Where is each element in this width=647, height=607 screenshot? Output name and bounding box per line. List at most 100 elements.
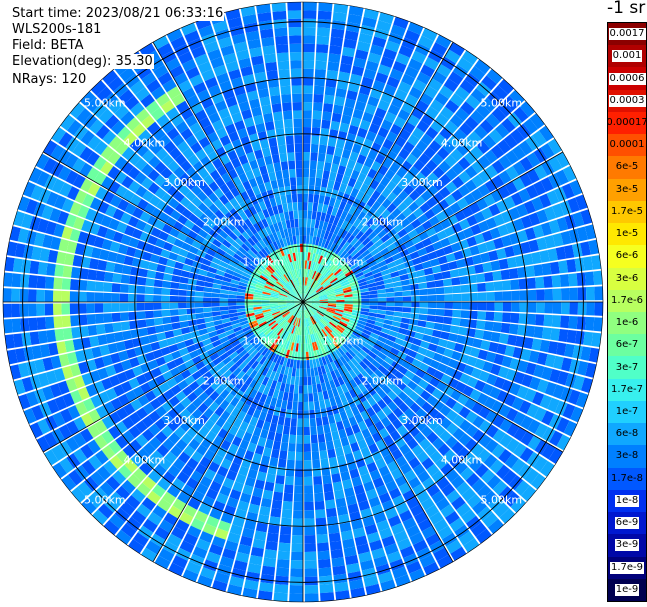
range-bin: [254, 289, 263, 294]
range-bin: [350, 442, 360, 453]
range-bin: [519, 290, 528, 301]
range-bin: [208, 330, 218, 338]
range-bin: [361, 305, 370, 309]
range-bin: [215, 234, 225, 244]
range-bin: [577, 360, 589, 376]
range-bin: [304, 335, 308, 344]
range-bin: [269, 242, 277, 252]
range-bin: [284, 331, 290, 341]
range-bin: [285, 323, 291, 331]
range-bin: [257, 12, 272, 23]
range-bin: [321, 416, 329, 426]
range-ring-label: 3.00km: [401, 414, 443, 427]
range-bin: [242, 364, 251, 374]
range-bin: [90, 80, 107, 96]
colorbar-swatch: 0.0003: [608, 89, 646, 112]
range-bin: [479, 119, 494, 134]
range-bin: [173, 72, 189, 86]
range-bin: [403, 184, 415, 196]
range-bin: [194, 302, 204, 308]
range-bin: [285, 283, 292, 291]
range-bin: [288, 442, 296, 452]
range-bin: [308, 307, 316, 314]
range-bin: [216, 165, 228, 177]
range-bin: [318, 293, 327, 297]
range-bin: [334, 256, 342, 265]
range-bin: [323, 258, 330, 267]
range-bin: [294, 278, 298, 287]
range-bin: [536, 237, 548, 251]
range-bin: [223, 142, 235, 154]
range-bin: [281, 509, 293, 519]
range-bin: [137, 394, 150, 407]
range-bin: [37, 372, 50, 387]
range-bin: [21, 377, 34, 393]
range-bin: [358, 317, 368, 323]
range-bin: [204, 419, 215, 431]
range-bin: [375, 183, 386, 194]
range-bin: [156, 114, 170, 128]
range-bin: [276, 136, 286, 146]
range-bin: [429, 511, 444, 525]
range-bin: [271, 288, 281, 294]
range-bin: [306, 334, 310, 344]
range-bin: [177, 363, 188, 373]
range-bin: [323, 283, 332, 290]
instrument-text: WLS200s-181: [11, 22, 103, 37]
range-bin: [61, 198, 74, 213]
range-bin: [319, 329, 326, 338]
range-bin: [281, 94, 292, 104]
range-bin: [307, 384, 313, 394]
range-bin: [275, 567, 290, 577]
range-bin: [174, 402, 186, 414]
range-bin: [178, 347, 189, 357]
range-bin: [489, 386, 501, 400]
colorbar-tick-label: 6e-5: [615, 161, 639, 173]
range-bin: [414, 224, 426, 235]
range-bin: [311, 303, 320, 307]
range-bin: [247, 442, 257, 453]
range-bin: [313, 282, 320, 290]
range-bin: [86, 151, 100, 166]
range-bin: [69, 303, 79, 315]
range-bin: [246, 312, 255, 318]
range-bin: [332, 315, 342, 321]
range-bin: [303, 52, 315, 61]
range-bin: [564, 214, 577, 230]
range-bin: [339, 157, 349, 168]
range-bin: [260, 455, 271, 466]
range-bin: [187, 525, 202, 538]
range-bin: [77, 481, 93, 498]
range-bin: [267, 331, 276, 340]
colorbar-swatch: 1e-5: [608, 223, 646, 246]
range-bin: [499, 433, 513, 448]
range-bin: [274, 27, 288, 37]
range-bin: [297, 401, 303, 411]
range-bin: [445, 435, 458, 449]
range-bin: [159, 457, 172, 471]
colorbar-tick-label: 1e-8: [614, 494, 640, 507]
range-bin: [74, 189, 88, 204]
range-bin: [518, 313, 528, 325]
range-ring: [78, 77, 528, 527]
range-bin: [283, 274, 290, 282]
range-bin: [313, 392, 319, 402]
range-bin: [507, 334, 517, 346]
range-bin: [82, 113, 98, 129]
range-bin: [289, 292, 297, 298]
range-bin: [362, 515, 376, 528]
range-bin: [292, 317, 298, 326]
range-bin: [360, 559, 375, 571]
range-bin: [417, 213, 429, 225]
range-bin: [166, 127, 180, 141]
range-bin: [240, 190, 250, 201]
range-bin: [305, 326, 309, 336]
range-bin: [315, 358, 321, 368]
range-bin: [249, 275, 259, 282]
range-bin: [316, 288, 325, 294]
range-bin: [319, 399, 326, 409]
range-bin: [263, 53, 277, 64]
range-bin: [452, 414, 465, 427]
range-bin: [294, 326, 298, 335]
range-bin: [145, 318, 155, 327]
